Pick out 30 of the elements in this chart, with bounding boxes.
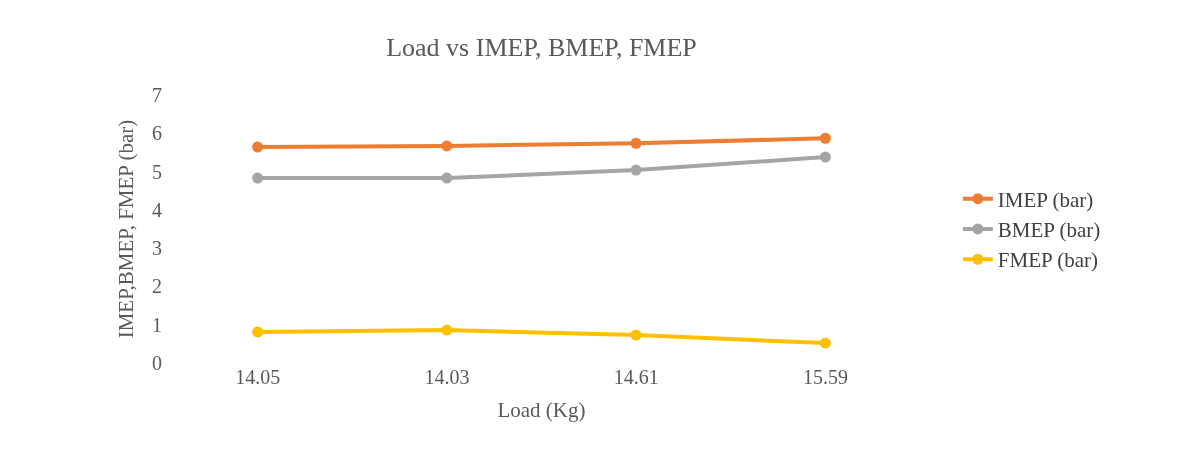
x-tick-label: 14.05 (235, 366, 281, 388)
x-axis-title: Load (Kg) (497, 398, 586, 423)
point (441, 324, 453, 336)
legend-label: FMEP (bar) (997, 248, 1098, 273)
x-tick-label: 14.61 (613, 366, 659, 388)
y-tick-label: 3 (152, 237, 162, 260)
point (819, 132, 831, 144)
y-tick-label: 4 (152, 198, 162, 221)
point (252, 141, 264, 153)
y-tick-label: 5 (152, 160, 162, 183)
legend-label: IMEP (bar) (997, 187, 1094, 212)
legend-label: BMEP (bar) (997, 218, 1101, 243)
x-tick-label: 15.59 (802, 366, 848, 388)
y-axis-title: IMEP,BMEP, FMEP (bar) (114, 119, 139, 339)
point (441, 172, 453, 184)
y-tick-label: 0 (152, 352, 162, 374)
point (630, 329, 642, 341)
point (252, 326, 264, 338)
point (819, 337, 831, 349)
y-tick-label: 1 (152, 313, 162, 336)
y-tick-label: 6 (152, 122, 162, 145)
point (252, 172, 264, 184)
point (630, 137, 642, 149)
point (630, 164, 642, 176)
chart-title: Load vs IMEP, BMEP, FMEP (386, 33, 697, 63)
point (819, 151, 831, 163)
y-tick-label: 2 (152, 275, 162, 298)
point (441, 140, 453, 152)
x-tick-label: 14.03 (424, 366, 470, 388)
y-tick-label: 7 (152, 84, 162, 106)
